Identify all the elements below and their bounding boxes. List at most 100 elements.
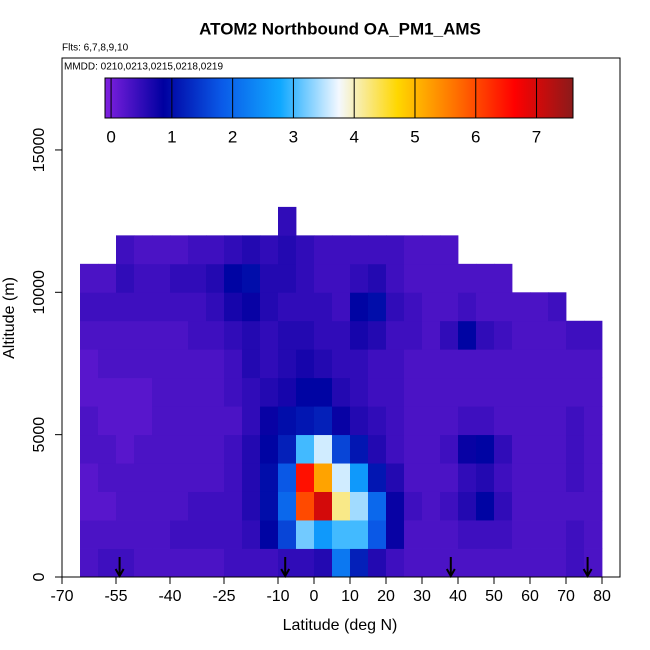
heatmap-cell xyxy=(116,491,135,521)
heatmap-cell xyxy=(548,548,567,578)
heatmap-cell xyxy=(278,235,297,265)
heatmap-cell xyxy=(278,520,297,549)
heatmap-cell xyxy=(350,349,369,379)
heatmap-cell xyxy=(188,406,207,436)
heatmap-cell xyxy=(296,349,315,379)
heatmap-cell xyxy=(350,548,369,578)
heatmap-cell xyxy=(512,520,531,549)
heatmap-cell xyxy=(350,434,369,464)
heatmap-cell xyxy=(422,292,441,322)
heatmap-cell xyxy=(98,292,117,322)
heatmap-cell xyxy=(296,320,315,350)
heatmap-cell xyxy=(188,548,207,578)
heatmap-cell xyxy=(296,491,315,521)
heatmap-cell xyxy=(458,463,477,492)
heatmap-cell xyxy=(584,377,603,407)
heatmap-cell xyxy=(332,434,351,464)
heatmap-cell xyxy=(368,320,387,350)
heatmap-cell xyxy=(350,235,369,265)
heatmap-cell xyxy=(440,406,459,436)
heatmap-cell xyxy=(296,434,315,464)
heatmap-cell xyxy=(278,292,297,322)
heatmap-cell xyxy=(440,263,459,293)
heatmap-cell xyxy=(584,463,603,492)
colorbar-tick-label: 3 xyxy=(289,127,298,146)
heatmap-cell xyxy=(566,320,585,350)
heatmap-cell xyxy=(476,520,495,549)
heatmap-cell xyxy=(548,406,567,436)
heatmap-cell xyxy=(242,548,261,578)
heatmap-cell xyxy=(386,292,405,322)
heatmap-cell xyxy=(278,406,297,436)
heatmap-cell xyxy=(224,548,243,578)
heatmap-cell xyxy=(566,491,585,521)
heatmap-cell xyxy=(296,235,315,265)
heatmap-cell xyxy=(494,292,513,322)
heatmap-cell xyxy=(368,491,387,521)
heatmap-cell xyxy=(206,406,225,436)
heatmap-cell xyxy=(206,491,225,521)
heatmap-cell xyxy=(80,377,99,407)
y-tick-label: 15000 xyxy=(31,128,48,173)
y-tick-label: 10000 xyxy=(31,270,48,315)
heatmap-cell xyxy=(98,263,117,293)
heatmap-cell xyxy=(584,434,603,464)
heatmap-cell xyxy=(260,349,279,379)
heatmap-cell xyxy=(350,491,369,521)
heatmap-cell xyxy=(404,491,423,521)
heatmap-cell xyxy=(476,292,495,322)
heatmap-cell xyxy=(242,349,261,379)
heatmap-cell xyxy=(404,292,423,322)
heatmap-cell xyxy=(80,292,99,322)
x-axis-label: Latitude (deg N) xyxy=(283,617,398,634)
heatmap-cell xyxy=(458,434,477,464)
colorbar-tick-label: 6 xyxy=(471,127,480,146)
heatmap-cell xyxy=(116,406,135,436)
heatmap-cell xyxy=(404,349,423,379)
heatmap-cell xyxy=(80,520,99,549)
colorbar-tick-label: 0 xyxy=(106,127,115,146)
heatmap-cell xyxy=(440,320,459,350)
heatmap-cell xyxy=(314,377,333,407)
x-tick-label: 20 xyxy=(377,588,395,605)
colorbar-tick-label: 2 xyxy=(228,127,237,146)
heatmap-cell xyxy=(530,434,549,464)
heatmap-cell xyxy=(584,491,603,521)
heatmap-cell xyxy=(170,320,189,350)
heatmap-cell xyxy=(476,463,495,492)
heatmap-cell xyxy=(98,406,117,436)
heatmap-cell xyxy=(404,235,423,265)
heatmap-cell xyxy=(314,320,333,350)
heatmap-cell xyxy=(512,406,531,436)
heatmap-cell xyxy=(404,320,423,350)
heatmap-cell xyxy=(260,292,279,322)
heatmap-cell xyxy=(116,520,135,549)
heatmap-cell xyxy=(512,292,531,322)
heatmap-cell xyxy=(98,320,117,350)
heatmap-cell xyxy=(422,491,441,521)
heatmap-cell xyxy=(548,349,567,379)
heatmap-cell xyxy=(548,320,567,350)
heatmap-cell xyxy=(476,406,495,436)
heatmap-cell xyxy=(188,263,207,293)
heatmap-cell xyxy=(422,406,441,436)
colorbar-tick-label: 7 xyxy=(532,127,541,146)
x-tick-label: 10 xyxy=(341,588,359,605)
heatmap-cell xyxy=(260,320,279,350)
heatmap-cell xyxy=(152,292,171,322)
heatmap-cell xyxy=(80,263,99,293)
heatmap-cell xyxy=(134,434,153,464)
heatmap-cell xyxy=(152,491,171,521)
heatmap-cell xyxy=(476,263,495,293)
heatmap-cell xyxy=(314,349,333,379)
heatmap-cell xyxy=(98,463,117,492)
heatmap-cell xyxy=(422,377,441,407)
heatmap-cell xyxy=(188,520,207,549)
heatmap-cell xyxy=(242,263,261,293)
heatmap-cell xyxy=(476,377,495,407)
heatmap-cell xyxy=(206,434,225,464)
heatmap-cell xyxy=(494,349,513,379)
heatmap-cell xyxy=(80,406,99,436)
heatmap-cell xyxy=(98,377,117,407)
heatmap-cell xyxy=(548,520,567,549)
